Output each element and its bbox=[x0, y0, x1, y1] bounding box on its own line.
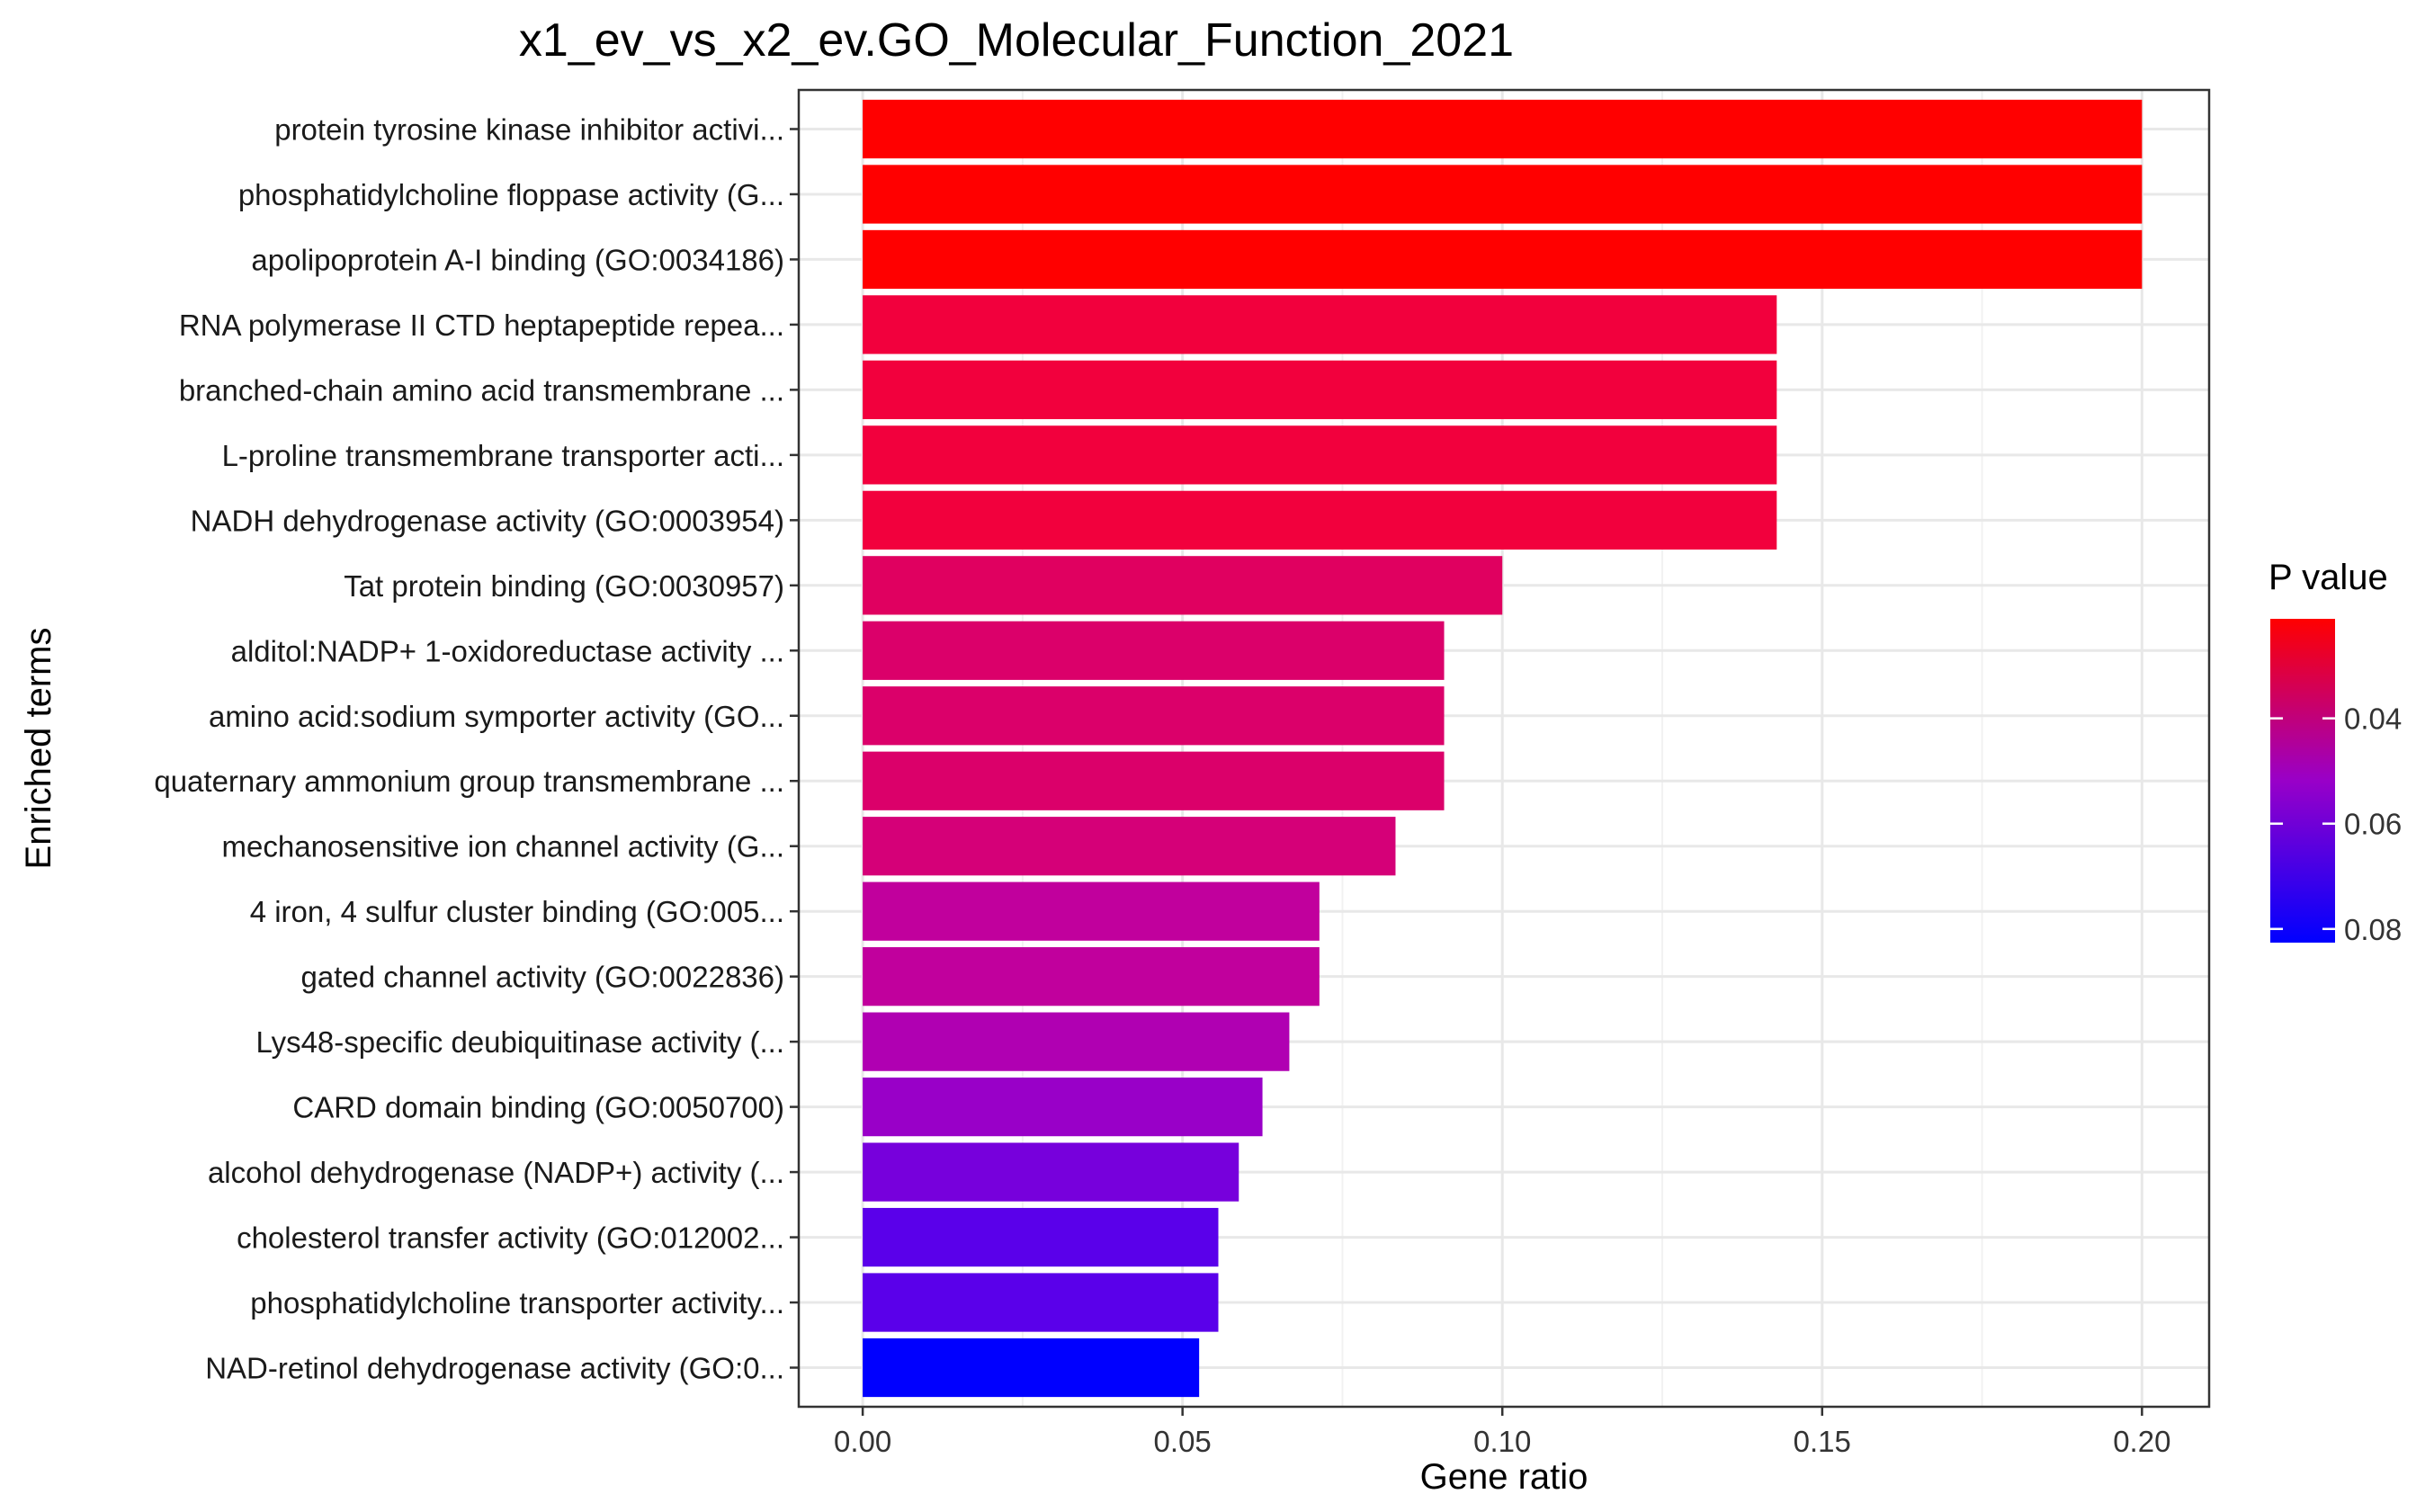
bar bbox=[863, 295, 1777, 354]
bar bbox=[863, 490, 1777, 550]
bar bbox=[863, 817, 1396, 876]
bar bbox=[863, 425, 1777, 485]
y-tick-label: NAD-retinol dehydrogenase activity (GO:0… bbox=[205, 1352, 784, 1385]
bar bbox=[863, 686, 1445, 746]
y-tick-label: RNA polymerase II CTD heptapeptide repea… bbox=[179, 309, 784, 342]
bar bbox=[863, 881, 1320, 941]
y-tick-label: 4 iron, 4 sulfur cluster binding (GO:005… bbox=[250, 895, 784, 928]
bar bbox=[863, 99, 2143, 159]
y-tick-label: CARD domain binding (GO:0050700) bbox=[292, 1091, 784, 1124]
legend: P value 0.04 0.06 0.08 bbox=[2268, 558, 2402, 946]
bars bbox=[863, 99, 2143, 1398]
bar bbox=[863, 165, 2143, 224]
x-axis: 0.00 0.05 0.10 0.15 0.20 bbox=[834, 1407, 2170, 1458]
panel-border bbox=[797, 88, 2211, 1409]
x-axis-title: Gene ratio bbox=[1420, 1457, 1588, 1497]
x-tick-label: 0.05 bbox=[1154, 1425, 1212, 1458]
y-tick-label: gated channel activity (GO:0022836) bbox=[301, 961, 785, 994]
x-tick-label: 0.20 bbox=[2113, 1425, 2170, 1458]
bar bbox=[863, 229, 2143, 290]
y-tick-label: Tat protein binding (GO:0030957) bbox=[344, 569, 784, 603]
y-tick-label: quaternary ammonium group transmembrane … bbox=[154, 765, 784, 798]
x-tick-label: 0.00 bbox=[834, 1425, 891, 1458]
legend-title: P value bbox=[2268, 558, 2388, 597]
y-axis: protein tyrosine kinase inhibitor activi… bbox=[154, 112, 799, 1385]
bar bbox=[863, 1273, 1219, 1332]
y-tick-label: alditol:NADP+ 1-oxidoreductase activity … bbox=[231, 634, 784, 667]
y-axis-title: Enriched terms bbox=[19, 628, 58, 870]
bar bbox=[863, 1338, 1200, 1398]
bar bbox=[863, 1142, 1239, 1202]
y-tick-label: alcohol dehydrogenase (NADP+) activity (… bbox=[208, 1156, 784, 1189]
bar bbox=[863, 360, 1777, 419]
y-tick-label: phosphatidylcholine transporter activity… bbox=[250, 1286, 784, 1320]
y-tick-label: cholesterol transfer activity (GO:012002… bbox=[237, 1221, 784, 1255]
bar bbox=[863, 1012, 1290, 1071]
bar bbox=[863, 751, 1445, 810]
bar bbox=[863, 1207, 1219, 1267]
x-tick-label: 0.10 bbox=[1473, 1425, 1531, 1458]
bar bbox=[863, 947, 1320, 1007]
bar bbox=[863, 621, 1445, 680]
y-tick-label: L-proline transmembrane transporter acti… bbox=[222, 439, 784, 472]
y-tick-label: Lys48-specific deubiquitinase activity (… bbox=[255, 1025, 784, 1059]
legend-tick-label: 0.04 bbox=[2344, 702, 2402, 736]
legend-tick-label: 0.06 bbox=[2344, 808, 2402, 841]
x-tick-label: 0.15 bbox=[1794, 1425, 1851, 1458]
legend-ticks: 0.04 0.06 0.08 bbox=[2270, 702, 2402, 946]
y-tick-label: branched-chain amino acid transmembrane … bbox=[179, 373, 784, 407]
y-tick-label: apolipoprotein A-I binding (GO:0034186) bbox=[251, 243, 784, 276]
bar bbox=[863, 1078, 1263, 1137]
legend-tick-label: 0.08 bbox=[2344, 913, 2402, 946]
y-tick-label: phosphatidylcholine floppase activity (G… bbox=[238, 178, 784, 211]
chart-title: x1_ev_vs_x2_ev.GO_Molecular_Function_202… bbox=[519, 14, 1514, 67]
y-tick-label: amino acid:sodium symporter activity (GO… bbox=[209, 700, 784, 733]
y-tick-label: protein tyrosine kinase inhibitor activi… bbox=[274, 112, 784, 146]
legend-colorbar bbox=[2270, 619, 2335, 943]
plot-panel bbox=[797, 88, 2211, 1409]
y-tick-label: NADH dehydrogenase activity (GO:0003954) bbox=[191, 504, 784, 537]
y-tick-label: mechanosensitive ion channel activity (G… bbox=[222, 830, 784, 863]
bar bbox=[863, 556, 1503, 615]
